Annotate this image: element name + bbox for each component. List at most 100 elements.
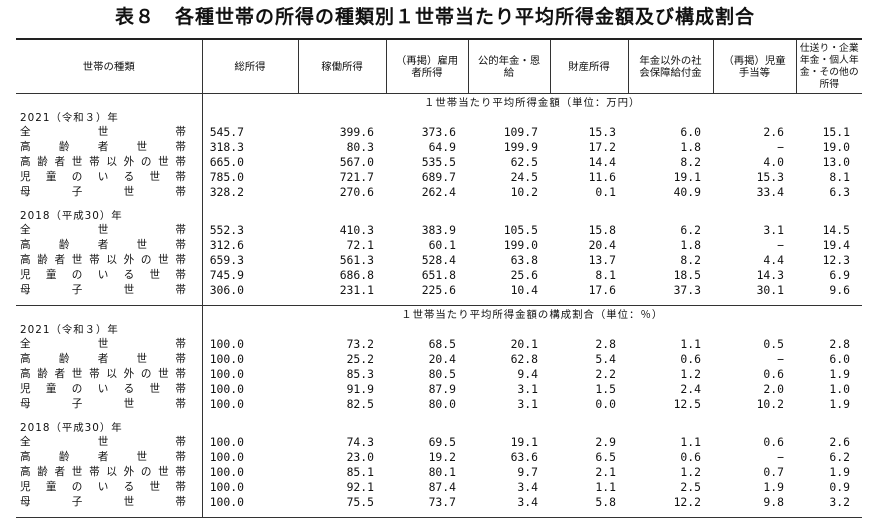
section-caption: １世帯当たり平均所得金額（単位：万円）: [424, 97, 641, 109]
value-cell: 2.4: [680, 381, 701, 396]
value-cell: 3.4: [517, 494, 538, 509]
value-cell: 410.3: [339, 222, 374, 237]
household-type-label: 高齢者世帯: [20, 451, 186, 463]
value-cell: 10.2: [510, 184, 538, 199]
value-cell: 1.9: [763, 479, 784, 494]
value-cell: 785.0: [209, 169, 244, 184]
spacer-row: [16, 199, 862, 207]
table-row: 高齢者世帯以外の世帯 100.0 85.1 80.1 9.7 2.1 1.2 0.7 1.9: [16, 464, 862, 479]
value-cell: 6.0: [680, 124, 701, 139]
household-type-cell: 児童のいる世帯: [16, 267, 203, 282]
value-cell: 20.4: [428, 351, 456, 366]
value-cell: 528.4: [421, 252, 456, 267]
value-cell: 3.1: [763, 222, 784, 237]
table-row: 児童のいる世帯 100.0 92.1 87.4 3.4 1.1 2.5 1.9 0.9: [16, 479, 862, 494]
value-cell: 399.6: [339, 124, 374, 139]
header-child-allowance: （再掲）児童手当等: [712, 39, 797, 94]
household-type-cell: 高齢者世帯以外の世帯: [16, 464, 203, 479]
value-cell: 92.1: [346, 479, 374, 494]
value-cell: 2.6: [829, 434, 850, 449]
table-row: 母子世帯 328.2 270.6 262.4 10.2 0.1 40.9 33.4 6.3: [16, 184, 862, 199]
household-type-label: 全世帯: [20, 436, 186, 448]
value-cell: 1.0: [829, 381, 850, 396]
table-body: １世帯当たり平均所得金額（単位：万円） 2021（令和３）年 全世帯 545.7 399…: [16, 93, 862, 518]
household-type-cell: 全世帯: [16, 336, 203, 351]
section-caption: １世帯当たり平均所得金額の構成割合（単位：％）: [202, 305, 862, 321]
value-cell: 1.1: [680, 434, 701, 449]
value-cell: 1.9: [829, 366, 850, 381]
value-cell: 19.4: [822, 237, 850, 252]
household-type-label: 全世帯: [20, 126, 186, 138]
year-label: 2021（令和３）年: [16, 321, 203, 336]
value-cell: 4.4: [763, 252, 784, 267]
household-type-label: 高齢者世帯: [20, 141, 186, 153]
value-cell: 8.2: [680, 154, 701, 169]
household-type-label: 児童のいる世帯: [20, 481, 186, 493]
value-cell: 17.2: [588, 139, 616, 154]
household-type-label: 高齢者世帯以外の世帯: [20, 466, 186, 478]
household-type-label: 母子世帯: [20, 186, 186, 198]
value-cell: 40.9: [673, 184, 701, 199]
value-cell: 9.4: [517, 366, 538, 381]
value-cell: 91.9: [346, 381, 374, 396]
household-type-cell: 児童のいる世帯: [16, 479, 203, 494]
value-cell: 10.2: [756, 396, 784, 411]
value-cell: 100.0: [209, 434, 244, 449]
value-cell: 62.5: [510, 154, 538, 169]
value-cell: 73.2: [346, 336, 374, 351]
value-cell: 225.6: [421, 282, 456, 297]
income-table: 世帯の種類 総所得 稼働所得 （再掲）雇用者所得 公的年金・恩 給 財産所得 年…: [16, 38, 862, 518]
value-cell: 75.5: [346, 494, 374, 509]
value-cell: 3.4: [517, 479, 538, 494]
spacer-cell: [202, 297, 862, 306]
year-spacer: [202, 321, 862, 336]
household-type-cell: 高齢者世帯以外の世帯: [16, 366, 203, 381]
value-cell: 1.1: [595, 479, 616, 494]
value-cell: 2.1: [595, 464, 616, 479]
header-total-income: 総所得: [201, 39, 299, 94]
caption-spacer: [16, 305, 203, 321]
table-row: 高齢者世帯 100.0 25.2 20.4 62.8 5.4 0.6 − 6.0: [16, 351, 862, 366]
value-cell: 0.6: [763, 434, 784, 449]
household-type-label: 高齢者世帯: [20, 353, 186, 365]
value-cell: 74.3: [346, 434, 374, 449]
year-label: 2021（令和３）年: [16, 109, 203, 124]
value-cell: 1.9: [829, 396, 850, 411]
value-cell: 2.2: [595, 366, 616, 381]
value-cell: 0.6: [763, 366, 784, 381]
value-cell: 373.6: [421, 124, 456, 139]
household-type-cell: 高齢者世帯: [16, 237, 203, 252]
value-cell: 100.0: [209, 449, 244, 464]
value-cell: 1.2: [680, 464, 701, 479]
value-cell: 686.8: [339, 267, 374, 282]
value-cell: 6.0: [829, 351, 850, 366]
header-employee-income: （再掲）雇用者所得: [385, 39, 469, 94]
table-row: 母子世帯 306.0 231.1 225.6 10.4 17.6 37.3 30.1 9.6: [16, 282, 862, 297]
value-cell: 9.6: [829, 282, 850, 297]
household-type-cell: 児童のいる世帯: [16, 381, 203, 396]
value-cell: 8.1: [595, 267, 616, 282]
household-type-label: 母子世帯: [20, 496, 186, 508]
value-cell: 3.1: [517, 381, 538, 396]
caption-spacer: [16, 93, 203, 109]
spacer-cell: [202, 509, 862, 518]
value-cell: 1.8: [680, 237, 701, 252]
household-type-label: 児童のいる世帯: [20, 171, 186, 183]
value-cell: 100.0: [209, 479, 244, 494]
table-row: 高齢者世帯 312.6 72.1 60.1 199.0 20.4 1.8 − 19.4: [16, 237, 862, 252]
value-cell: 85.3: [346, 366, 374, 381]
value-cell: 105.5: [503, 222, 538, 237]
value-cell: 15.1: [822, 124, 850, 139]
value-cell: 25.6: [510, 267, 538, 282]
value-cell: 6.2: [829, 449, 850, 464]
value-cell: 1.2: [680, 366, 701, 381]
value-cell: 1.8: [680, 139, 701, 154]
household-type-cell: 高齢者世帯以外の世帯: [16, 154, 203, 169]
table-row: 児童のいる世帯 785.0 721.7 689.7 24.5 11.6 19.1 15.3 8.…: [16, 169, 862, 184]
value-cell: 17.6: [588, 282, 616, 297]
value-cell: 80.1: [428, 464, 456, 479]
value-cell: 0.6: [680, 351, 701, 366]
household-type-label: 母子世帯: [20, 398, 186, 410]
value-cell: 2.5: [680, 479, 701, 494]
value-cell: 567.0: [339, 154, 374, 169]
